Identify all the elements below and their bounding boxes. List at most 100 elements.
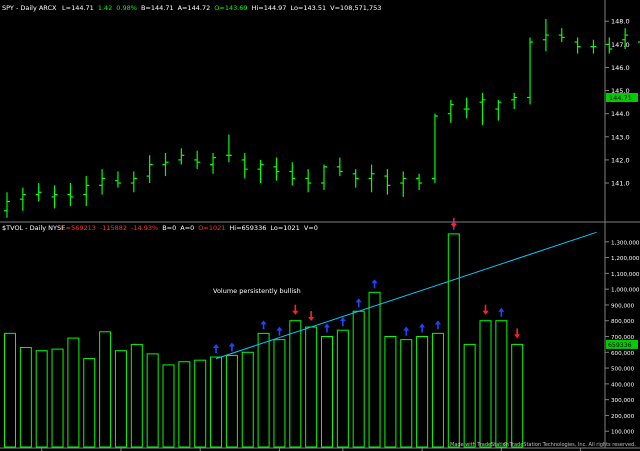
price-bar xyxy=(321,164,327,190)
volume-bar xyxy=(83,358,96,448)
volume-bar xyxy=(210,356,223,448)
vol-title: $TVOL - Daily NYSE xyxy=(2,224,65,232)
volume-bar xyxy=(321,336,333,448)
header-stat: Lo=1021 xyxy=(270,224,299,232)
volume-bar xyxy=(431,332,444,448)
volume-bar xyxy=(178,361,191,448)
header-stat: -14.93% xyxy=(131,224,158,232)
arrow-head xyxy=(260,320,267,325)
header-stat: 1.42 xyxy=(98,4,112,12)
price-tick-label: 143.0 xyxy=(611,133,630,141)
header-stat: A=0 xyxy=(180,224,194,232)
volume-bar xyxy=(463,343,476,448)
volume-bar xyxy=(51,348,64,448)
up-arrow xyxy=(434,320,441,330)
volume-tick-label: 1,200,000 xyxy=(611,256,640,262)
volume-bar xyxy=(336,329,349,448)
volume-bar xyxy=(114,350,127,448)
header-stat: 0.98% xyxy=(116,4,137,12)
volume-tick-label: 300,000 xyxy=(611,398,635,404)
volume-bar xyxy=(384,336,397,448)
price-bar xyxy=(67,183,74,207)
up-arrow xyxy=(213,344,220,354)
price-bar xyxy=(273,157,280,181)
price-bar xyxy=(606,37,613,54)
price-bar xyxy=(384,169,391,195)
volume-bar xyxy=(146,353,159,448)
header-stat: Lo=143.51 xyxy=(290,4,326,12)
up-arrow xyxy=(228,342,235,352)
arrow-head xyxy=(213,344,220,349)
volume-bar xyxy=(368,291,381,448)
price-bar xyxy=(257,159,264,184)
price-bars xyxy=(4,18,640,218)
vol-stats: L=569213 -115882 -14.93% B=0 A=0 O=1021 Hi=659… xyxy=(62,224,318,232)
price-bar xyxy=(146,155,153,184)
volume-tick-label: 800,000 xyxy=(611,319,635,325)
up-arrow xyxy=(498,307,505,317)
down-arrow xyxy=(292,304,299,315)
volume-bar xyxy=(257,332,270,448)
price-bar xyxy=(178,148,185,165)
price-bar xyxy=(225,134,232,163)
arrow-head xyxy=(419,323,426,328)
price-bar xyxy=(542,18,549,52)
volume-tick-label: 200,000 xyxy=(611,414,635,420)
volume-tick-label: 1,100,000 xyxy=(611,272,640,278)
arrow-head xyxy=(292,310,299,315)
volume-bar xyxy=(416,336,429,448)
up-arrow xyxy=(403,326,410,336)
header-stat: L=569213 xyxy=(62,224,96,232)
price-bar xyxy=(305,169,312,193)
header-stat: V=108,571,753 xyxy=(330,4,381,12)
volume-bar xyxy=(130,343,143,448)
header-stat: O=143.69 xyxy=(214,4,247,12)
price-bar xyxy=(463,97,470,119)
arrow-head xyxy=(355,298,362,303)
signal-arrows xyxy=(213,217,521,354)
volume-bar xyxy=(241,351,254,448)
price-bar xyxy=(590,39,597,54)
header-stat: O=1021 xyxy=(198,224,225,232)
price-bar xyxy=(162,152,169,177)
volume-annotation: Volume persistently bullish xyxy=(213,287,301,295)
arrow-head xyxy=(403,326,410,331)
volume-bar xyxy=(273,339,286,448)
up-arrow xyxy=(324,323,330,333)
header-stat: B=144.71 xyxy=(141,4,174,12)
volume-tick-label: 100,000 xyxy=(611,430,635,436)
header-stat: Hi=659336 xyxy=(229,224,266,232)
price-bar xyxy=(194,150,201,170)
price-bar xyxy=(368,164,375,193)
price-bar xyxy=(622,28,629,49)
trendline-segment xyxy=(215,231,597,360)
arrow-head xyxy=(339,317,346,322)
price-tick-label: 142.0 xyxy=(611,156,630,164)
up-arrow xyxy=(371,279,378,289)
arrow-head xyxy=(482,310,489,315)
price-last-tag xyxy=(606,93,638,103)
volume-trendline xyxy=(215,231,597,360)
price-bar xyxy=(416,173,423,190)
volume-last-tag xyxy=(606,339,638,349)
spy-title: SPY - Daily ARCX xyxy=(2,4,57,12)
price-bar xyxy=(574,37,581,54)
up-arrow xyxy=(419,323,426,333)
spy-stats: L=144.71 1.42 0.98% B=144.71 A=144.72 O=143.6… xyxy=(62,4,381,12)
volume-axis-ticks: 100,000 200,000 300,000 400,000 500,000 600,0… xyxy=(605,240,640,436)
footer-made-with: Made with TradeStation xyxy=(450,442,509,448)
arrow-head xyxy=(324,323,330,328)
footer-copyright: © TradeStation Technologies, Inc. All ri… xyxy=(503,441,636,448)
volume-bar xyxy=(495,320,508,448)
down-arrow xyxy=(514,328,521,339)
price-last-tag-label: 144.71 xyxy=(609,94,632,102)
volume-bar xyxy=(511,343,524,448)
volume-tick-label: 900,000 xyxy=(611,303,635,309)
arrow-head xyxy=(514,334,521,339)
price-bar xyxy=(336,157,343,177)
volume-tick-label: 1,000,000 xyxy=(611,288,640,294)
price-tick-label: 144.0 xyxy=(611,110,630,118)
up-arrow xyxy=(260,320,267,330)
price-bar xyxy=(495,99,502,121)
price-bar xyxy=(352,169,359,188)
